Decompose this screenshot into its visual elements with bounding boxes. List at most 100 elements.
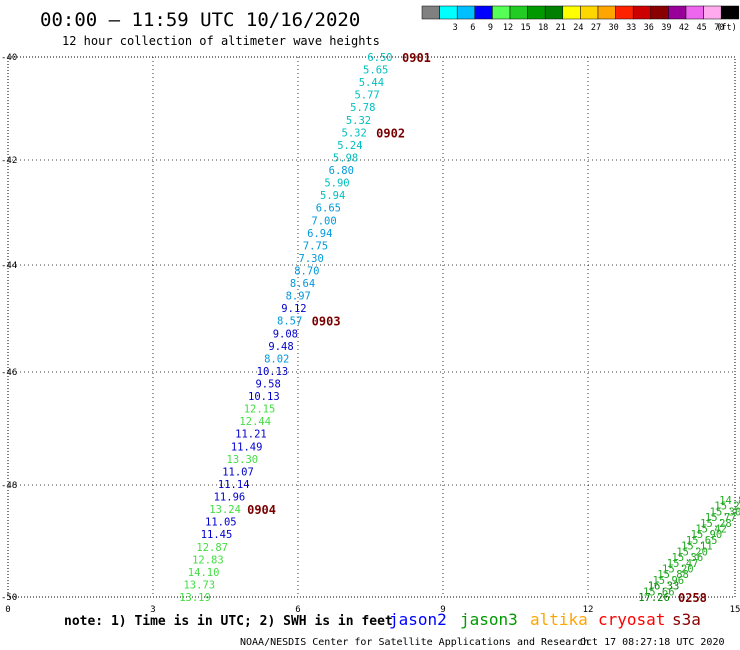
swh-value: 15.65 bbox=[686, 535, 718, 547]
y-tick-label: -40 bbox=[1, 53, 17, 63]
map-subtitle: 12 hour collection of altimeter wave hei… bbox=[62, 34, 380, 48]
swh-value: 12.87 bbox=[196, 542, 228, 554]
legend-label: 39 bbox=[661, 23, 671, 33]
plot-frame bbox=[7, 56, 736, 598]
satellite-name: s3a bbox=[672, 610, 701, 629]
swh-value: 15.90 bbox=[691, 529, 723, 541]
swh-value: 10.13 bbox=[257, 366, 289, 378]
swh-value: 8.57 bbox=[277, 316, 302, 328]
axis-ticks: 0 3 6 9 12 15 -40 -42 -44 -46 -48 -50 bbox=[1, 53, 740, 615]
swh-value: 14.88 bbox=[719, 495, 740, 507]
legend-swatch bbox=[720, 5, 740, 20]
swh-value: 15.42 bbox=[695, 524, 727, 536]
pass-time-label: 0904 bbox=[247, 503, 276, 517]
swh-value: 5.44 bbox=[359, 77, 384, 89]
swh-value: 5.94 bbox=[320, 190, 345, 202]
legend-swatch bbox=[421, 5, 440, 20]
map-title: 00:00 – 11:59 UTC 10/16/2020 bbox=[40, 9, 360, 31]
swh-value: 15.47 bbox=[667, 558, 699, 570]
legend-swatch bbox=[527, 5, 546, 20]
swh-value: 9.48 bbox=[268, 341, 293, 353]
legend-swatch bbox=[562, 5, 581, 20]
satellite-name: cryosat bbox=[598, 610, 665, 629]
pass-time-label: 0903 bbox=[312, 315, 341, 329]
swh-value: 15.88 bbox=[657, 569, 689, 581]
legend-swatch bbox=[597, 5, 616, 20]
swh-value: 11.96 bbox=[214, 492, 246, 504]
legend-swatch bbox=[650, 5, 669, 20]
swh-value: 15.77 bbox=[705, 512, 737, 524]
satellite-name: jason3 bbox=[460, 610, 518, 629]
legend-label: 12 bbox=[503, 23, 513, 33]
legend-swatch bbox=[615, 5, 634, 20]
swh-value: 7.30 bbox=[299, 253, 324, 265]
legend-label: 42 bbox=[679, 23, 689, 33]
y-tick-label: -42 bbox=[1, 156, 17, 166]
swh-value: 15.66 bbox=[643, 586, 675, 598]
swh-value: 5.98 bbox=[333, 152, 358, 164]
jason3-track: 17.2615.6616.3315.9615.8815.2015.4715.36… bbox=[638, 495, 740, 605]
legend-swatch bbox=[580, 5, 599, 20]
swh-value: 12.83 bbox=[192, 554, 224, 566]
legend-label: 36 bbox=[644, 23, 654, 33]
swh-value: 11.21 bbox=[235, 429, 267, 441]
swh-value: 11.07 bbox=[222, 466, 254, 478]
swh-value: 9.08 bbox=[273, 328, 298, 340]
swh-value: 15.96 bbox=[652, 575, 684, 587]
y-tick-label: -48 bbox=[1, 481, 17, 491]
swh-value: 12.15 bbox=[244, 404, 276, 416]
x-tick-label: 9 bbox=[440, 605, 445, 615]
swh-value: 13.19 bbox=[179, 592, 211, 604]
swh-value: 16.33 bbox=[648, 581, 680, 593]
x-tick-label: 6 bbox=[295, 605, 300, 615]
legend-label: 27 bbox=[591, 23, 601, 33]
x-tick-label: 12 bbox=[583, 605, 594, 615]
swh-value: 5.24 bbox=[337, 140, 362, 152]
swh-value: 13.73 bbox=[183, 579, 215, 591]
pass-time-label: 0902 bbox=[376, 126, 405, 140]
jason2-track: 6.505.655.445.775.785.325.325.245.986.80… bbox=[179, 51, 431, 604]
swh-value: 9.12 bbox=[281, 303, 306, 315]
y-tick-label: -46 bbox=[1, 368, 17, 378]
legend-swatch bbox=[492, 5, 511, 20]
swh-value: 5.65 bbox=[363, 65, 388, 77]
swh-value: 8.97 bbox=[286, 291, 311, 303]
swh-value: 8.70 bbox=[294, 265, 319, 277]
swh-value: 5.78 bbox=[350, 102, 375, 114]
y-tick-label: -50 bbox=[1, 593, 17, 603]
swh-value: 10.13 bbox=[248, 391, 280, 403]
legend-label: 9 bbox=[488, 23, 493, 33]
x-tick-label: 3 bbox=[150, 605, 155, 615]
legend-label: 24 bbox=[573, 23, 583, 33]
credit-text: NOAA/NESDIS Center for Satellite Applica… bbox=[240, 637, 589, 648]
legend-label: 45 bbox=[696, 23, 706, 33]
x-tick-label: 15 bbox=[730, 605, 740, 615]
swh-value: 5.77 bbox=[354, 90, 379, 102]
satellite-name: altika bbox=[530, 610, 588, 629]
swh-value: 11.49 bbox=[231, 441, 263, 453]
swh-value: 6.80 bbox=[329, 165, 354, 177]
swh-value: 8.02 bbox=[264, 353, 289, 365]
legend-swatch bbox=[632, 5, 652, 20]
swh-value: 7.75 bbox=[303, 240, 328, 252]
legend-swatch bbox=[509, 5, 528, 20]
swh-value: 15.20 bbox=[662, 563, 694, 575]
legend-label: 18 bbox=[538, 23, 548, 33]
footer-note: note: 1) Time is in UTC; 2) SWH is in fe… bbox=[64, 614, 393, 629]
swh-value: 6.65 bbox=[316, 203, 341, 215]
legend-label: 30 bbox=[608, 23, 618, 33]
legend-label: 15 bbox=[520, 23, 530, 33]
lat-lon-grid bbox=[8, 57, 735, 597]
swh-value: 15.28 bbox=[700, 518, 732, 530]
pass-time-label: 0258 bbox=[678, 591, 707, 605]
swh-value: 5.32 bbox=[342, 127, 367, 139]
satellite-legend: jason2 jason3 altika cryosat s3a bbox=[389, 610, 701, 629]
swh-value: 7.00 bbox=[311, 215, 336, 227]
swh-value: 13.30 bbox=[227, 454, 259, 466]
legend-unit: (ft) bbox=[716, 23, 736, 33]
legend-label: 6 bbox=[470, 23, 475, 33]
swh-value: 6.94 bbox=[307, 228, 332, 240]
timestamp-text: Oct 17 08:27:18 UTC 2020 bbox=[580, 637, 725, 648]
legend-swatch bbox=[474, 5, 493, 20]
